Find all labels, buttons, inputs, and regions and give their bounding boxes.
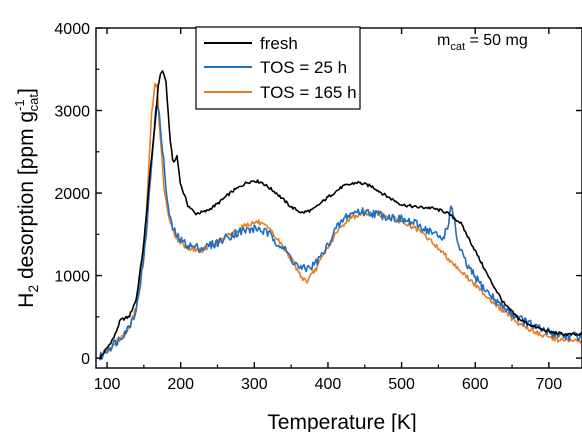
y-tick-label: 1000 — [54, 269, 90, 286]
y-axis-label: H2 desorption [ppm g-1cat] — [12, 88, 41, 308]
legend-label-tos-25h: TOS = 25 h — [260, 58, 347, 77]
x-tick-label: 300 — [241, 376, 268, 393]
ticks-layer: 100 200 300 400 500 600 700 0 1000 2000 3000 4000 — [54, 21, 582, 393]
y-tick-label: 3000 — [54, 104, 90, 121]
y-tick-label: 0 — [81, 351, 90, 368]
legend-label-tos-165h: TOS = 165 h — [260, 83, 357, 102]
y-tick-label: 2000 — [54, 186, 90, 203]
x-tick-label: 400 — [315, 376, 342, 393]
x-tick-label: 100 — [94, 376, 121, 393]
y-tick-label: 4000 — [54, 21, 90, 38]
mass-annotation: mcat = 50 mg — [437, 32, 528, 53]
x-axis-label: Temperature [K] — [267, 411, 416, 432]
series-layer — [98, 70, 582, 361]
legend-label-fresh: fresh — [260, 34, 298, 53]
x-tick-label: 200 — [167, 376, 194, 393]
series-line-fresh — [98, 70, 582, 360]
x-tick-label: 700 — [536, 376, 563, 393]
legend: fresh TOS = 25 h TOS = 165 h — [195, 26, 361, 110]
x-tick-label: 500 — [388, 376, 415, 393]
series-line-tos-25-h — [98, 104, 582, 361]
x-tick-label: 600 — [462, 376, 489, 393]
